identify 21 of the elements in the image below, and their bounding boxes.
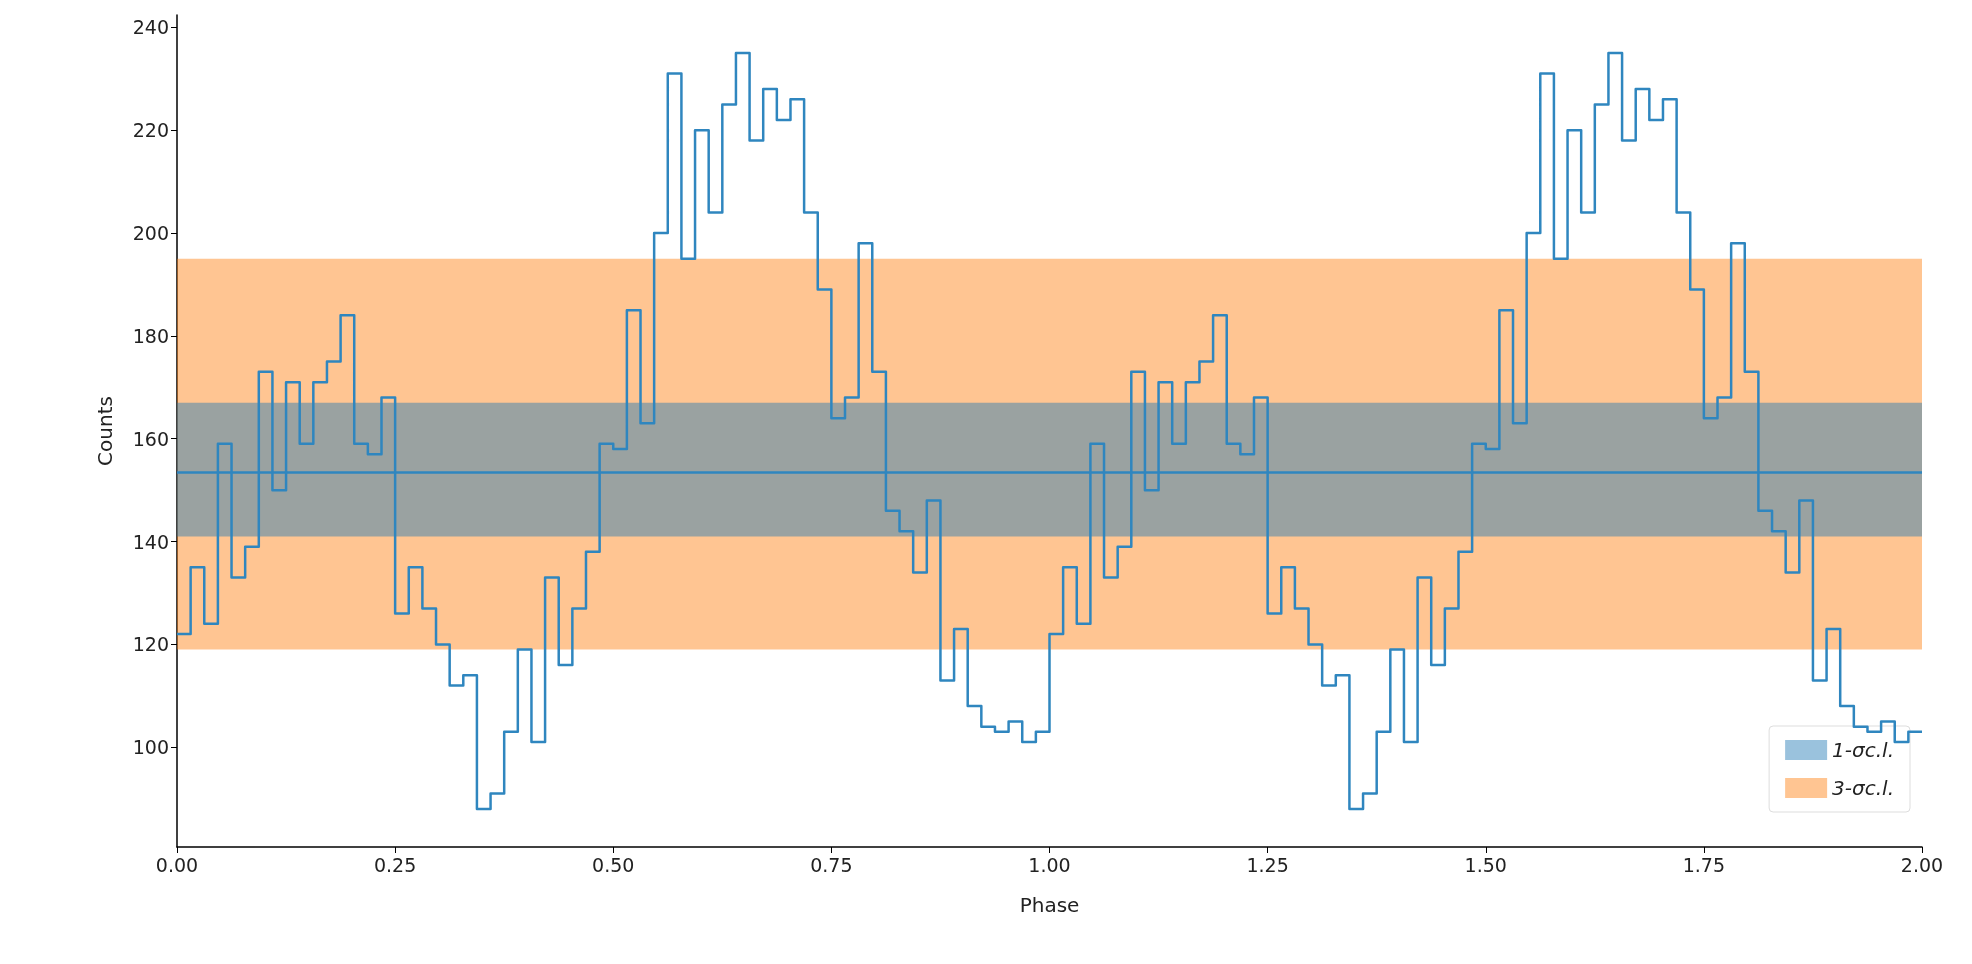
x-tick-label: 2.00 <box>1900 853 1944 876</box>
x-tick-label: 1.50 <box>1464 853 1507 876</box>
y-tick-label: 220 <box>132 119 169 142</box>
y-tick-label: 180 <box>132 324 169 347</box>
x-tick-label: 1.25 <box>1246 853 1289 876</box>
x-axis-title: Phase <box>1019 893 1080 917</box>
y-tick-label: 160 <box>132 427 169 450</box>
y-tick-label: 140 <box>132 530 169 553</box>
legend-label: 1-σc.l. <box>1832 738 1895 762</box>
y-tick-label: 240 <box>132 16 169 39</box>
y-tick-label: 200 <box>132 222 169 245</box>
y-tick-label: 100 <box>132 736 169 759</box>
legend-label: 3-σc.l. <box>1832 776 1895 800</box>
y-axis-title: Counts <box>93 396 117 466</box>
x-tick-label: 0.50 <box>592 853 635 876</box>
x-tick-label: 0.75 <box>810 853 853 876</box>
x-tick-label: 1.75 <box>1682 853 1726 876</box>
x-tick-label: 0.00 <box>155 853 199 876</box>
x-tick-label: 0.25 <box>373 853 417 876</box>
y-tick-label: 120 <box>132 633 169 656</box>
x-tick-label: 1.00 <box>1028 853 1071 876</box>
